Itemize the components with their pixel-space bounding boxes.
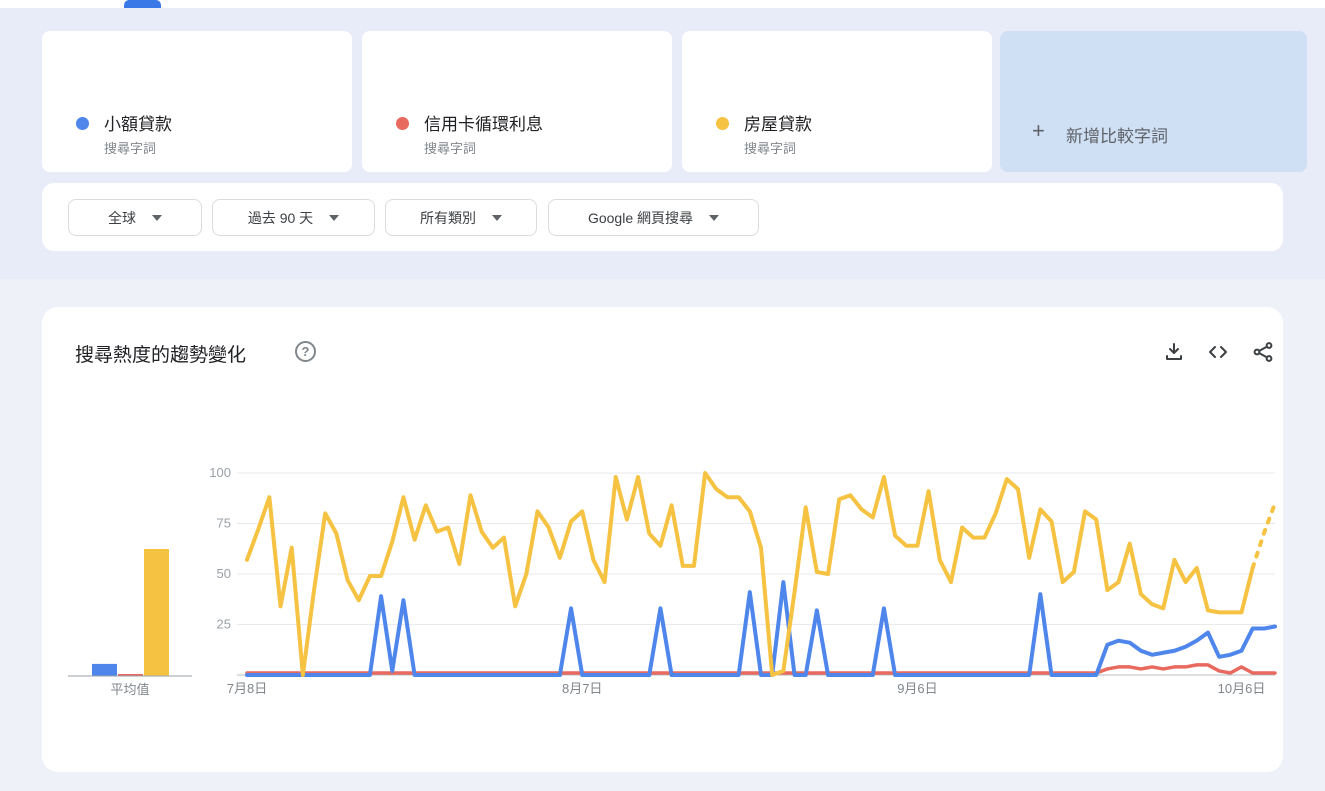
region-filter-dropdown[interactable]: 全球 xyxy=(68,199,202,236)
svg-text:平均值: 平均值 xyxy=(110,682,149,697)
term-card-2[interactable]: 信用卡循環利息 搜尋字詞 xyxy=(362,31,672,172)
embed-icon[interactable] xyxy=(1206,340,1230,364)
top-app-bar-edge xyxy=(0,0,1325,8)
svg-text:25: 25 xyxy=(217,617,231,632)
region-filter-label: 全球 xyxy=(108,209,136,226)
download-icon[interactable] xyxy=(1162,340,1186,364)
chevron-down-icon xyxy=(709,214,720,221)
term-label: 小額貸款 xyxy=(104,115,172,134)
term-color-dot-yellow xyxy=(716,117,729,130)
svg-text:8月7日: 8月7日 xyxy=(562,681,602,696)
category-filter-dropdown[interactable]: 所有類別 xyxy=(385,199,537,236)
chevron-down-icon xyxy=(329,214,340,221)
chevron-down-icon xyxy=(152,214,162,221)
term-color-dot-red xyxy=(396,117,409,130)
active-tab-indicator xyxy=(124,0,161,8)
help-icon[interactable]: ? xyxy=(295,341,316,362)
category-filter-label: 所有類別 xyxy=(420,209,476,226)
term-color-dot-blue xyxy=(76,117,89,130)
time-filter-label: 過去 90 天 xyxy=(247,209,314,226)
term-type-label: 搜尋字詞 xyxy=(744,141,797,156)
search-type-filter-dropdown[interactable]: Google 網頁搜尋 xyxy=(548,199,759,236)
svg-text:100: 100 xyxy=(210,465,231,480)
term-label: 房屋貸款 xyxy=(744,115,812,134)
term-type-label: 搜尋字詞 xyxy=(104,141,157,156)
plus-icon: + xyxy=(1032,118,1045,143)
time-filter-dropdown[interactable]: 過去 90 天 xyxy=(212,199,375,236)
filter-bar: 全球 過去 90 天 所有類別 Google 網頁搜尋 xyxy=(42,183,1283,251)
term-card-3[interactable]: 房屋貸款 搜尋字詞 xyxy=(682,31,992,172)
svg-text:9月6日: 9月6日 xyxy=(897,681,937,696)
add-comparison-label: 新增比較字詞 xyxy=(1066,127,1168,146)
share-icon[interactable] xyxy=(1251,340,1275,364)
svg-text:50: 50 xyxy=(217,566,231,581)
chart-title: 搜尋熱度的趨勢變化 xyxy=(75,345,247,366)
term-type-label: 搜尋字詞 xyxy=(424,141,477,156)
add-comparison-button[interactable]: + 新增比較字詞 xyxy=(1000,31,1307,172)
search-type-filter-label: Google 網頁搜尋 xyxy=(587,209,694,226)
interest-over-time-card: 搜尋熱度的趨勢變化 ? 平均值 100 75 50 25 7月8日 8月7日 9月6日 10月… xyxy=(42,307,1283,772)
svg-text:75: 75 xyxy=(217,516,231,531)
trend-line-chart[interactable]: 100 75 50 25 7月8日 8月7日 9月6日 10月6日 xyxy=(210,450,1290,710)
average-bar-chart[interactable]: 平均值 xyxy=(60,530,210,710)
chevron-down-icon xyxy=(492,214,502,221)
svg-text:7月8日: 7月8日 xyxy=(227,681,267,696)
svg-text:10月6日: 10月6日 xyxy=(1218,681,1266,696)
term-card-1[interactable]: 小額貸款 搜尋字詞 xyxy=(42,31,352,172)
term-label: 信用卡循環利息 xyxy=(424,115,543,134)
